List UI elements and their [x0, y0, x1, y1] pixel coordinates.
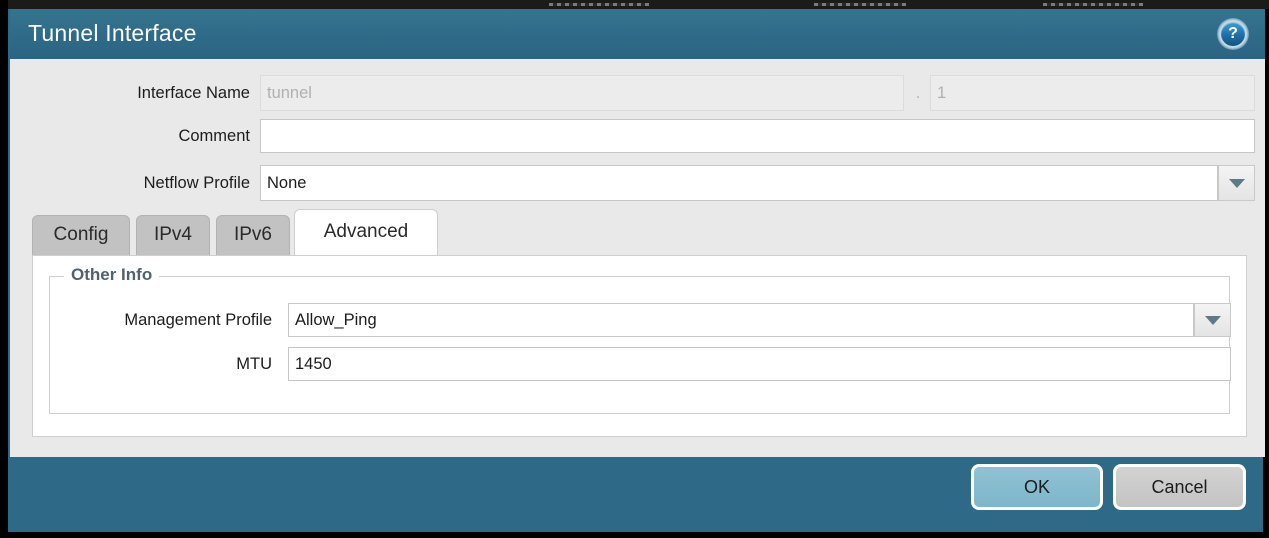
background-dotted-strip-2	[814, 3, 906, 6]
mtu-input[interactable]: 1450	[288, 347, 1231, 381]
comment-label: Comment	[178, 127, 250, 145]
management-profile-label: Management Profile	[124, 311, 272, 329]
chevron-down-icon	[1228, 179, 1245, 188]
mtu-label: MTU	[236, 355, 272, 373]
background-dotted-strip-1	[549, 3, 649, 6]
dialog-footer: OK Cancel	[8, 457, 1265, 532]
chevron-down-icon	[1204, 316, 1221, 325]
tab-ipv4[interactable]: IPv4	[136, 215, 210, 255]
help-icon-disc	[1221, 22, 1245, 46]
tab-bar: Config IPv4 IPv6 Advanced	[32, 209, 1247, 255]
comment-input[interactable]	[260, 119, 1255, 153]
dialog-title: Tunnel Interface	[28, 20, 197, 46]
background-dotted-strip-3	[1043, 3, 1143, 6]
management-profile-select[interactable]: Allow_Ping	[288, 303, 1194, 337]
management-profile-row: Management Profile Allow_Ping	[50, 303, 1231, 337]
netflow-profile-label: Netflow Profile	[143, 174, 250, 192]
interface-name-row: Interface Name tunnel . 1	[10, 75, 1265, 111]
tab-advanced[interactable]: Advanced	[294, 209, 438, 255]
window-top-edge	[8, 0, 1269, 9]
interface-name-separator: .	[915, 83, 921, 102]
dialog-titlebar: Tunnel Interface ?	[10, 9, 1265, 59]
tab-config[interactable]: Config	[32, 215, 130, 255]
management-profile-dropdown-button[interactable]	[1194, 303, 1231, 337]
interface-name-label: Interface Name	[137, 84, 250, 102]
tab-ipv6[interactable]: IPv6	[216, 215, 290, 255]
netflow-profile-dropdown-button[interactable]	[1218, 165, 1255, 201]
netflow-profile-select[interactable]: None	[260, 165, 1218, 201]
help-icon-glyph: ?	[1228, 25, 1238, 42]
help-circle-icon[interactable]: ?	[1217, 18, 1249, 50]
dialog-body: Interface Name tunnel . 1 Comment Netflo…	[10, 59, 1265, 457]
interface-number-input[interactable]: 1	[930, 75, 1255, 111]
netflow-profile-row: Netflow Profile None	[10, 165, 1265, 201]
tunnel-interface-dialog: Tunnel Interface ? Interface Name tunnel…	[10, 9, 1265, 457]
comment-row: Comment	[10, 119, 1265, 153]
advanced-tab-panel: Other Info Management Profile Allow_Ping…	[32, 255, 1247, 437]
mtu-row: MTU 1450	[50, 347, 1231, 381]
ok-button[interactable]: OK	[971, 464, 1103, 510]
other-info-fieldset: Other Info Management Profile Allow_Ping…	[49, 265, 1231, 414]
other-info-legend: Other Info	[64, 265, 160, 285]
interface-name-input[interactable]: tunnel	[260, 75, 904, 111]
cancel-button[interactable]: Cancel	[1113, 464, 1246, 510]
